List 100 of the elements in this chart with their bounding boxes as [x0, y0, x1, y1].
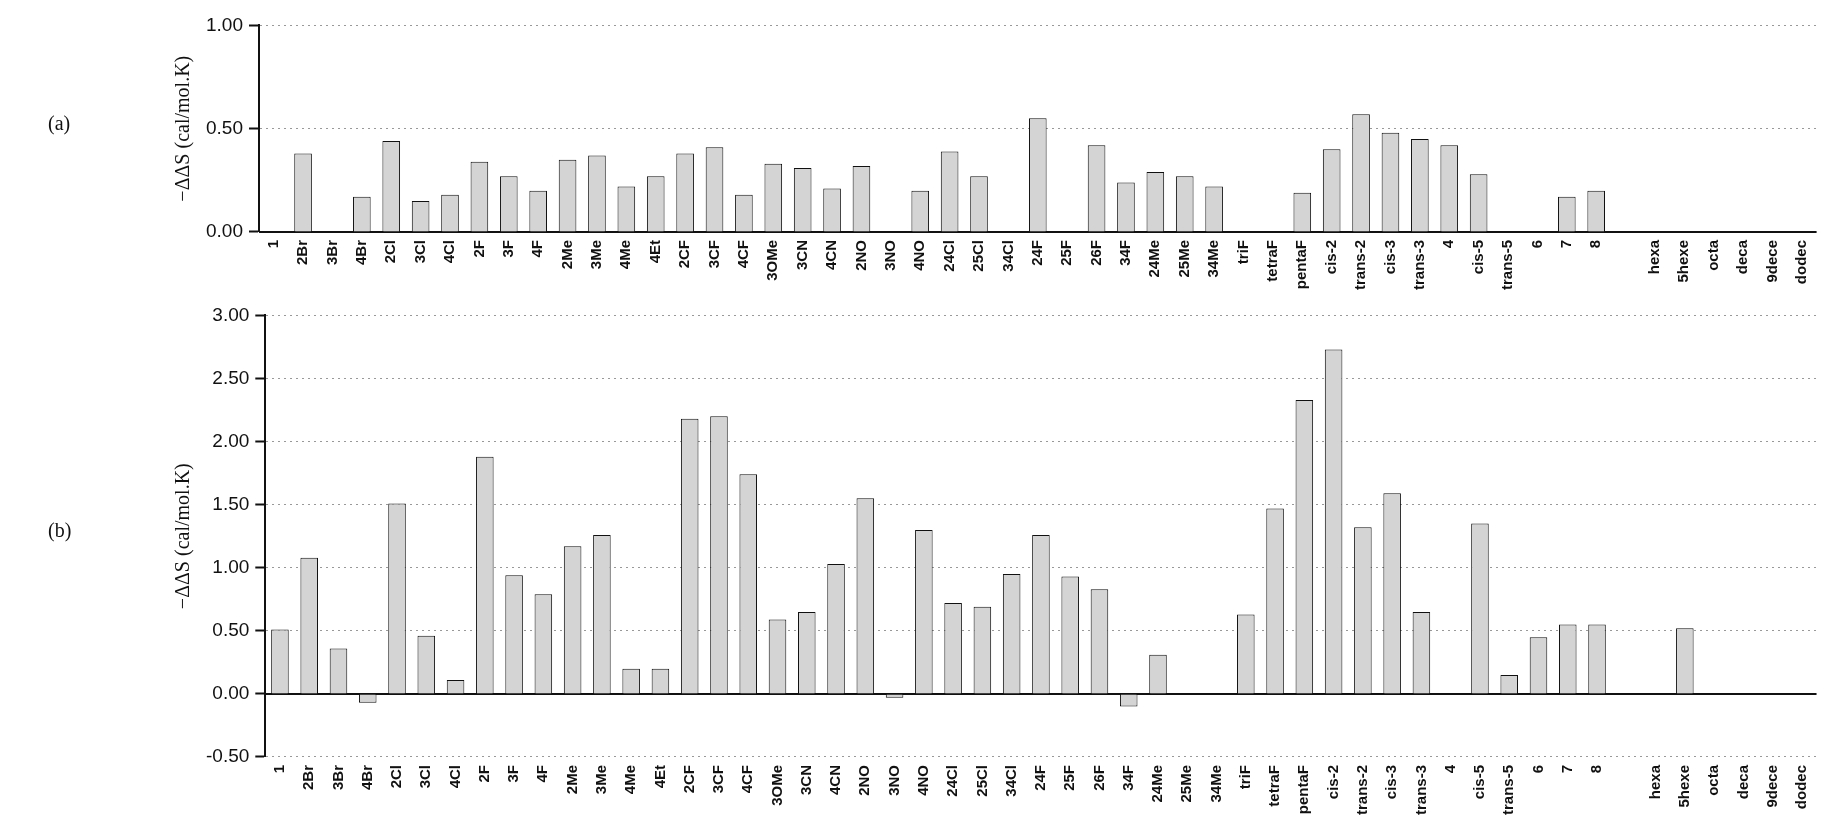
- x-tick-label: 3F: [498, 239, 516, 258]
- x-tick-label: 2Me: [562, 764, 580, 795]
- y-tick-label: 0.50: [212, 619, 250, 641]
- x-tick-label: 4CF: [734, 239, 752, 269]
- y-tick-label: 0.00: [206, 220, 243, 242]
- x-tick-label: 2NO: [851, 239, 869, 271]
- x-tick-label: 3NO: [880, 239, 898, 271]
- x-tick-label: 24Me: [1148, 764, 1166, 803]
- x-tick-label: 8: [1586, 239, 1604, 249]
- x-tick-label: 2CF: [679, 764, 697, 794]
- y-tick-label: 2.50: [212, 366, 250, 388]
- x-tick-label: 4CF: [738, 764, 756, 794]
- x-tick-label: 6: [1527, 239, 1545, 249]
- x-tick-label: 25F: [1057, 239, 1075, 266]
- x-tick-label: cis-3: [1380, 239, 1398, 275]
- x-tick-label: 25Cl: [972, 764, 990, 797]
- x-tick-label: 7: [1556, 239, 1574, 249]
- x-tick-label: 3F: [504, 764, 522, 783]
- x-tick-label: pentaF: [1294, 764, 1312, 815]
- x-tick-label: 4CN: [822, 239, 840, 270]
- x-tick-label: 2Br: [293, 239, 311, 265]
- x-tick-label: 3OMe: [763, 239, 781, 281]
- x-tick-label: 3CN: [796, 764, 814, 795]
- x-tick-label: 3CF: [709, 764, 727, 794]
- x-tick-label: 24F: [1027, 239, 1045, 266]
- x-tick-label: trans-3: [1409, 239, 1427, 291]
- x-tick-label: cis-2: [1321, 239, 1339, 275]
- x-tick-label: 4Me: [616, 239, 634, 270]
- x-tick-label: 2Cl: [387, 764, 405, 789]
- x-tick-label: cis-5: [1468, 239, 1486, 275]
- x-tick-label: 2Cl: [381, 239, 399, 264]
- x-tick-label: hexa: [1645, 239, 1663, 275]
- x-tick-label: 4CN: [826, 764, 844, 795]
- y-tick-label: 0.00: [212, 682, 250, 704]
- x-tick-label: 3OMe: [767, 764, 785, 806]
- x-tick-label: 3CN: [792, 239, 810, 270]
- x-tick-label: 3Me: [592, 764, 610, 795]
- x-tick-label: 34Me: [1204, 239, 1222, 278]
- x-tick-label: 4NO: [913, 764, 931, 796]
- x-tick-label: dodec: [1792, 764, 1810, 810]
- x-tick-label: 25Me: [1177, 764, 1195, 803]
- x-tick-label: tetraF: [1263, 239, 1281, 282]
- y-tick-label: 1.00: [212, 555, 250, 577]
- x-tick-label: trans-5: [1499, 764, 1517, 816]
- x-tick-label: 3Cl: [416, 764, 434, 789]
- x-tick-label: cis-3: [1382, 764, 1400, 800]
- x-tick-label: 6: [1528, 764, 1546, 774]
- x-tick-label: octa: [1703, 239, 1721, 271]
- x-tick-label: 4: [1440, 764, 1458, 774]
- x-tick-label: 24F: [1031, 764, 1049, 791]
- x-tick-label: 24Cl: [939, 239, 957, 272]
- x-tick-label: 4Br: [357, 764, 375, 790]
- x-tick-label: 2NO: [855, 764, 873, 796]
- x-tick-label: cis-2: [1323, 764, 1341, 800]
- x-tick-label: pentaF: [1292, 239, 1310, 290]
- x-tick-label: 2Br: [299, 764, 317, 790]
- y-tick-label: -0.50: [205, 745, 250, 767]
- x-tick-label: 5hexe: [1674, 239, 1692, 283]
- x-tick-label: trans-2: [1351, 239, 1369, 291]
- x-tick-label: trans-5: [1498, 239, 1516, 291]
- x-tick-label: 4Cl: [445, 764, 463, 789]
- x-tick-label: deca: [1733, 239, 1751, 275]
- x-tick-label: 9dece: [1762, 764, 1780, 808]
- x-tick-label: 3NO: [884, 764, 902, 796]
- x-tick-label: cis-5: [1470, 764, 1488, 800]
- x-tick-label: 2F: [474, 764, 492, 783]
- x-tick-label: 26F: [1089, 764, 1107, 791]
- x-tick-label: tetraF: [1265, 764, 1283, 807]
- x-tick-label: 1: [270, 764, 288, 774]
- x-tick-label: 3CF: [704, 239, 722, 269]
- y-axis-title: −ΔΔS (cal/mol.K): [171, 463, 195, 610]
- x-tick-label: 4NO: [910, 239, 928, 271]
- x-tick-label: 25Cl: [969, 239, 987, 272]
- x-tick-label: triF: [1233, 239, 1251, 265]
- x-tick-label: 34Me: [1206, 764, 1224, 803]
- x-tick-label: 4Et: [650, 764, 668, 789]
- x-tick-label: 3Cl: [410, 239, 428, 264]
- y-tick-label: 1.50: [212, 492, 250, 514]
- x-tick-label: 24Me: [1145, 239, 1163, 278]
- x-tick-label: 5hexe: [1674, 764, 1692, 808]
- x-tick-label: 26F: [1086, 239, 1104, 266]
- x-tick-label: 34Cl: [998, 239, 1016, 272]
- x-tick-label: 25Me: [1174, 239, 1192, 278]
- y-tick-label: 1.00: [206, 13, 243, 35]
- x-tick-label: triF: [1235, 764, 1253, 790]
- y-tick-label: 2.00: [212, 429, 250, 451]
- x-tick-label: 8: [1587, 764, 1605, 774]
- x-tick-label: 2Me: [557, 239, 575, 270]
- x-tick-label: octa: [1704, 764, 1722, 796]
- x-tick-label: trans-3: [1411, 764, 1429, 816]
- x-tick-label: 4F: [528, 239, 546, 258]
- x-tick-label: 4Br: [351, 239, 369, 265]
- x-tick-label: 4Et: [645, 239, 663, 264]
- x-tick-label: 3Me: [587, 239, 605, 270]
- x-tick-label: 4Cl: [440, 239, 458, 264]
- x-tick-label: 25F: [1060, 764, 1078, 791]
- x-tick-label: 2F: [469, 239, 487, 258]
- x-tick-label: 3Br: [322, 239, 340, 265]
- x-tick-label: 34F: [1118, 764, 1136, 791]
- x-tick-label: 3Br: [328, 764, 346, 790]
